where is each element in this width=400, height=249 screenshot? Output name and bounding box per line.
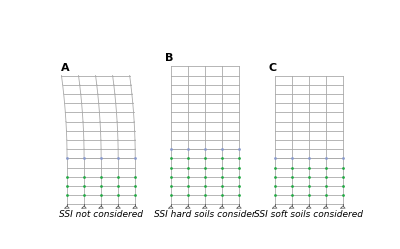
Text: A: A <box>61 63 70 73</box>
Text: C: C <box>268 63 277 73</box>
Text: SSI hard soils consider: SSI hard soils consider <box>154 210 256 219</box>
Text: SSI soft soils considered: SSI soft soils considered <box>254 210 363 219</box>
Text: SSI not considered: SSI not considered <box>59 210 143 219</box>
Text: B: B <box>165 54 173 63</box>
